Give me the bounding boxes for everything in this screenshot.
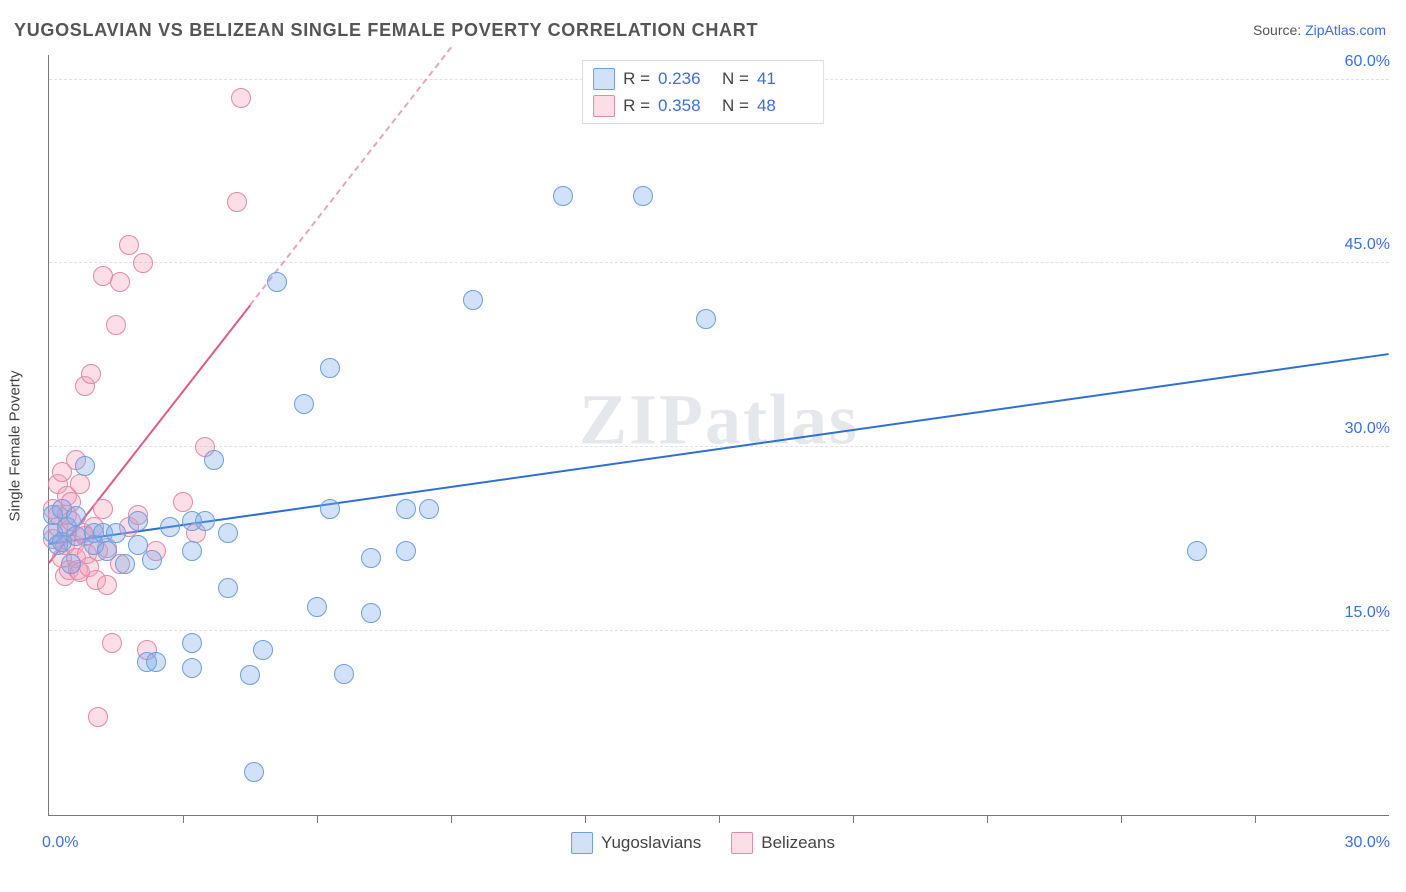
scatter-point bbox=[119, 235, 139, 255]
y-tick-label: 15.0% bbox=[1345, 604, 1390, 622]
r-value-series1: 0.236 bbox=[658, 65, 714, 92]
chart-container: YUGOSLAVIAN VS BELIZEAN SINGLE FEMALE PO… bbox=[0, 0, 1406, 892]
scatter-point bbox=[182, 633, 202, 653]
scatter-point bbox=[66, 506, 86, 526]
scatter-point bbox=[227, 192, 247, 212]
legend-item-series2: Belizeans bbox=[731, 832, 835, 854]
scatter-point bbox=[361, 548, 381, 568]
legend-row-series1: R = 0.236 N = 41 bbox=[593, 65, 813, 92]
scatter-point bbox=[267, 272, 287, 292]
gridline-h bbox=[49, 630, 1389, 631]
x-axis-end-label: 30.0% bbox=[1345, 834, 1390, 852]
scatter-point bbox=[88, 707, 108, 727]
legend-label-series1: Yugoslavians bbox=[601, 833, 701, 853]
scatter-point bbox=[146, 652, 166, 672]
scatter-point bbox=[1187, 541, 1207, 561]
scatter-point bbox=[396, 499, 416, 519]
scatter-point bbox=[240, 665, 260, 685]
scatter-point bbox=[75, 456, 95, 476]
scatter-point bbox=[133, 253, 153, 273]
scatter-point bbox=[231, 88, 251, 108]
trend-line bbox=[49, 353, 1389, 545]
scatter-point bbox=[253, 640, 273, 660]
x-tick bbox=[987, 815, 988, 823]
n-value-series1: 41 bbox=[757, 65, 813, 92]
y-tick-label: 30.0% bbox=[1345, 420, 1390, 438]
x-tick bbox=[317, 815, 318, 823]
scatter-point bbox=[173, 492, 193, 512]
scatter-point bbox=[97, 575, 117, 595]
scatter-point bbox=[70, 474, 90, 494]
source-prefix: Source: bbox=[1253, 22, 1305, 38]
x-tick bbox=[451, 815, 452, 823]
scatter-point bbox=[61, 554, 81, 574]
chart-title: YUGOSLAVIAN VS BELIZEAN SINGLE FEMALE PO… bbox=[14, 20, 758, 41]
r-label: R = bbox=[623, 65, 650, 92]
scatter-point bbox=[696, 309, 716, 329]
legend-row-series2: R = 0.358 N = 48 bbox=[593, 92, 813, 119]
scatter-point bbox=[633, 186, 653, 206]
scatter-point bbox=[115, 554, 135, 574]
scatter-point bbox=[320, 358, 340, 378]
scatter-point bbox=[128, 511, 148, 531]
legend-correlation-box: R = 0.236 N = 41 R = 0.358 N = 48 bbox=[582, 60, 824, 124]
x-tick bbox=[1255, 815, 1256, 823]
scatter-point bbox=[361, 603, 381, 623]
scatter-point bbox=[110, 272, 130, 292]
scatter-point bbox=[419, 499, 439, 519]
scatter-point bbox=[396, 541, 416, 561]
x-tick bbox=[1121, 815, 1122, 823]
swatch-series1-bottom bbox=[571, 832, 593, 854]
r-value-series2: 0.358 bbox=[658, 92, 714, 119]
scatter-point bbox=[97, 541, 117, 561]
scatter-point bbox=[294, 394, 314, 414]
swatch-series2 bbox=[593, 95, 615, 117]
scatter-point bbox=[142, 550, 162, 570]
scatter-point bbox=[218, 523, 238, 543]
scatter-point bbox=[463, 290, 483, 310]
n-label: N = bbox=[722, 92, 749, 119]
legend-label-series2: Belizeans bbox=[761, 833, 835, 853]
plot-area: ZIPatlas bbox=[48, 55, 1389, 816]
x-tick bbox=[585, 815, 586, 823]
source-attribution: Source: ZipAtlas.com bbox=[1253, 22, 1386, 38]
legend-series-box: Yugoslavians Belizeans bbox=[571, 832, 835, 854]
scatter-point bbox=[307, 597, 327, 617]
scatter-point bbox=[160, 517, 180, 537]
legend-item-series1: Yugoslavians bbox=[571, 832, 701, 854]
n-label: N = bbox=[722, 65, 749, 92]
y-tick-label: 45.0% bbox=[1345, 236, 1390, 254]
trend-line bbox=[249, 47, 452, 306]
scatter-point bbox=[553, 186, 573, 206]
scatter-point bbox=[218, 578, 238, 598]
n-value-series2: 48 bbox=[757, 92, 813, 119]
x-tick bbox=[853, 815, 854, 823]
swatch-series1 bbox=[593, 68, 615, 90]
gridline-h bbox=[49, 262, 1389, 263]
scatter-point bbox=[182, 658, 202, 678]
scatter-point bbox=[102, 633, 122, 653]
scatter-point bbox=[66, 526, 86, 546]
swatch-series2-bottom bbox=[731, 832, 753, 854]
x-tick bbox=[719, 815, 720, 823]
scatter-point bbox=[106, 315, 126, 335]
scatter-point bbox=[334, 664, 354, 684]
scatter-point bbox=[93, 499, 113, 519]
x-axis-start-label: 0.0% bbox=[42, 834, 78, 852]
scatter-point bbox=[106, 523, 126, 543]
y-tick-label: 60.0% bbox=[1345, 53, 1390, 71]
scatter-point bbox=[204, 450, 224, 470]
r-label: R = bbox=[623, 92, 650, 119]
x-tick bbox=[183, 815, 184, 823]
scatter-point bbox=[244, 762, 264, 782]
scatter-point bbox=[195, 511, 215, 531]
scatter-point bbox=[81, 364, 101, 384]
source-link[interactable]: ZipAtlas.com bbox=[1305, 22, 1386, 38]
y-axis-label: Single Female Poverty bbox=[7, 371, 24, 522]
scatter-point bbox=[320, 499, 340, 519]
scatter-point bbox=[182, 541, 202, 561]
